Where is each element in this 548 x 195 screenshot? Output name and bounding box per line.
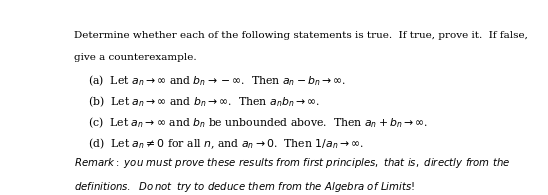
Text: give a counterexample.: give a counterexample. — [73, 53, 196, 62]
Text: (c)  Let $a_n \rightarrow \infty$ and $b_n$ be unbounded above.  Then $a_n + b_n: (c) Let $a_n \rightarrow \infty$ and $b_… — [88, 116, 428, 130]
Text: $\mathit{Remark:}$ $\mathit{you\ must\ prove\ these\ results\ from\ first\ princ: $\mathit{Remark:}$ $\mathit{you\ must\ p… — [73, 156, 510, 170]
Text: $\mathit{\ try\ to\ deduce\ them\ from\ the\ Algebra\ of\ Limits!}$: $\mathit{\ try\ to\ deduce\ them\ from\ … — [173, 180, 415, 194]
Text: Determine whether each of the following statements is true.  If true, prove it. : Determine whether each of the following … — [73, 31, 528, 40]
Text: $\mathit{not}$: $\mathit{not}$ — [154, 180, 173, 191]
Text: $\mathit{definitions.\ \ Do\ }$: $\mathit{definitions.\ \ Do\ }$ — [73, 180, 154, 191]
Text: (b)  Let $a_n \rightarrow \infty$ and $b_n \rightarrow \infty$.  Then $a_nb_n \r: (b) Let $a_n \rightarrow \infty$ and $b_… — [88, 95, 319, 109]
Text: (a)  Let $a_n \rightarrow \infty$ and $b_n \rightarrow -\infty$.  Then $a_n - b_: (a) Let $a_n \rightarrow \infty$ and $b_… — [88, 74, 346, 88]
Text: (d)  Let $a_n \neq 0$ for all $n$, and $a_n \rightarrow 0$.  Then $1/a_n \righta: (d) Let $a_n \neq 0$ for all $n$, and $a… — [88, 137, 363, 151]
